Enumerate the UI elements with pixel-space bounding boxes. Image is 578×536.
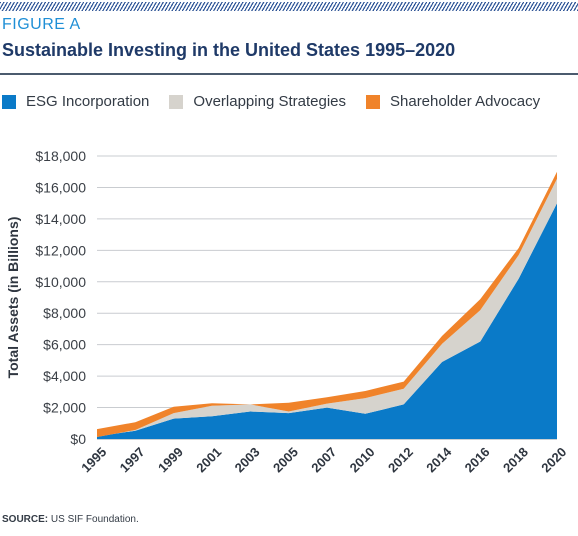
x-tick-label: 1995	[78, 444, 109, 475]
area-series-esg-incorporation	[97, 203, 557, 439]
legend-label-esg: ESG Incorporation	[26, 93, 150, 110]
legend-label-overlapping: Overlapping Strategies	[193, 93, 346, 110]
chart-legend: ESG Incorporation Overlapping Strategies…	[2, 93, 540, 110]
x-tick-label: 2016	[462, 444, 493, 475]
decorative-hatch-bar	[0, 2, 578, 11]
x-tick-label: 1997	[117, 444, 148, 475]
legend-label-advocacy: Shareholder Advocacy	[390, 93, 541, 110]
x-tick-label: 2018	[500, 444, 531, 475]
y-tick-label: $8,000	[43, 305, 86, 321]
source-prefix: SOURCE:	[2, 514, 49, 525]
legend-item-esg: ESG Incorporation	[2, 93, 149, 110]
x-tick-label: 2001	[193, 444, 224, 475]
title-divider	[0, 73, 578, 75]
y-tick-label: $12,000	[35, 242, 86, 258]
figure-label: FIGURE A	[2, 16, 81, 33]
y-axis-title: Total Assets (in Billions)	[5, 217, 21, 379]
y-tick-label: $4,000	[43, 368, 86, 384]
x-tick-label: 2003	[232, 444, 263, 475]
chart-title: Sustainable Investing in the United Stat…	[2, 40, 456, 60]
y-tick-label: $18,000	[35, 148, 86, 164]
x-tick-label: 2012	[385, 444, 416, 475]
x-tick-label: 2020	[538, 444, 569, 475]
y-tick-label: $2,000	[43, 400, 86, 416]
y-tick-label: $14,000	[35, 211, 86, 227]
legend-item-advocacy: Shareholder Advocacy	[366, 93, 540, 110]
legend-item-overlapping: Overlapping Strategies	[169, 93, 346, 110]
x-tick-label: 2005	[270, 444, 301, 475]
y-tick-label: $0	[70, 431, 86, 447]
stacked-area-chart: $0 $2,000 $4,000 $6,000 $8,000 $10,000 $12,000…	[5, 148, 569, 476]
y-tick-label: $10,000	[35, 274, 86, 290]
source-text: US SIF Foundation.	[48, 514, 139, 525]
y-tick-label: $16,000	[35, 179, 86, 195]
source-note: SOURCE: US SIF Foundation.	[2, 514, 139, 525]
legend-swatch-advocacy	[366, 94, 380, 109]
legend-swatch-esg	[2, 94, 16, 109]
legend-swatch-overlapping	[169, 94, 184, 109]
x-tick-label: 2014	[423, 444, 455, 476]
x-tick-label: 1999	[155, 444, 186, 475]
y-tick-label: $6,000	[43, 337, 86, 353]
x-tick-label: 2007	[308, 444, 339, 475]
x-tick-label: 2010	[347, 444, 378, 475]
